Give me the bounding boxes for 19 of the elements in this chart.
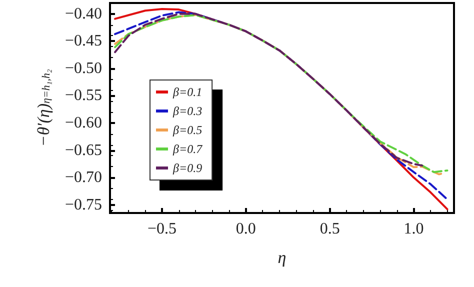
legend-label: β=0.5 [172, 123, 202, 137]
y-tick-label: −0.45 [64, 32, 102, 50]
y-tick-label: −0.60 [64, 114, 102, 132]
x-tick-label: 1.0 [404, 220, 424, 238]
x-tick-label: 0.5 [320, 220, 340, 238]
x-tick-label: 0.0 [236, 220, 256, 238]
y-tick-label: −0.75 [64, 196, 102, 214]
x-tick-label: −0.5 [148, 220, 177, 238]
y-tick-label: −0.40 [64, 5, 102, 22]
legend-label: β=0.9 [172, 161, 202, 175]
x-axis-title: η [278, 248, 286, 267]
legend-label: β=0.1 [172, 85, 202, 99]
legend-label: β=0.7 [172, 142, 204, 156]
y-tick-label: −0.70 [64, 169, 102, 186]
y-tick-label: −0.55 [64, 87, 102, 104]
y-tick-label: −0.65 [64, 142, 102, 159]
y-tick-label: −0.50 [64, 60, 102, 77]
y-axis-title: −θ′(η)η=h₁,h₂ [34, 69, 53, 147]
legend-label: β=0.3 [172, 104, 202, 118]
